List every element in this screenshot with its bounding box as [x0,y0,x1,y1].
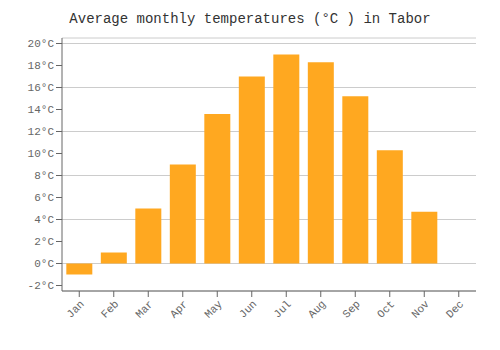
svg-text:Aug: Aug [306,298,328,320]
svg-text:6°C: 6°C [34,192,54,204]
svg-text:4°C: 4°C [34,214,54,226]
svg-text:Dec: Dec [444,298,466,320]
svg-text:May: May [202,298,225,321]
svg-text:12°C: 12°C [28,126,55,138]
svg-text:Apr: Apr [168,298,190,320]
svg-text:8°C: 8°C [34,170,54,182]
svg-text:Mar: Mar [133,298,155,320]
svg-text:0°C: 0°C [34,258,54,270]
svg-text:Nov: Nov [409,298,432,321]
svg-text:20°C: 20°C [28,38,55,50]
svg-text:10°C: 10°C [28,148,55,160]
svg-text:Sep: Sep [340,298,362,320]
svg-text:Jul: Jul [271,298,293,320]
svg-text:-2°C: -2°C [28,280,55,292]
html-text:Average monthly temperatures (: Average monthly temperatures (°C ) in Ta… [69,11,431,27]
svg-text:Jan: Jan [64,298,86,320]
svg-text:2°C: 2°C [34,236,54,248]
svg-text:Feb: Feb [99,298,121,320]
svg-text:Jun: Jun [237,298,259,320]
svg-text:14°C: 14°C [28,104,55,116]
svg-text:18°C: 18°C [28,60,55,72]
svg-text:Oct: Oct [375,298,397,320]
svg-text:16°C: 16°C [28,82,55,94]
